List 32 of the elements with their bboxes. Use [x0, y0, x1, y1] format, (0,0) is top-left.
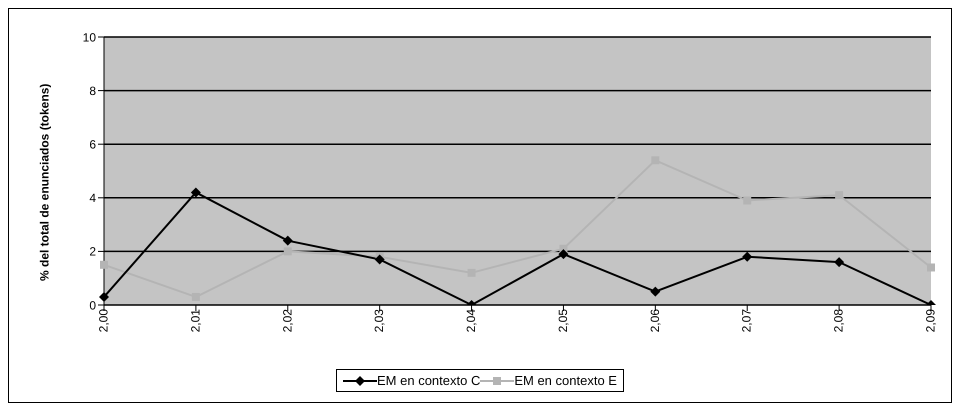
- x-tick-label: 2,04: [464, 308, 478, 332]
- x-tick-label: 2,02: [280, 308, 294, 332]
- x-tick-label: 2,01: [188, 308, 202, 332]
- point: [282, 236, 293, 246]
- y-axis-title: % del total de enunciados (tokens): [37, 84, 52, 281]
- x-tick-label: 2,03: [372, 308, 386, 332]
- x-tick-label: 2,07: [740, 308, 754, 332]
- point: [927, 263, 935, 272]
- x-tick-label: 2,05: [556, 308, 570, 332]
- y-tick-label: 6: [89, 137, 96, 152]
- point: [374, 254, 385, 264]
- point: [835, 191, 844, 200]
- point: [834, 257, 844, 268]
- x-tick-label: 2,00: [96, 308, 111, 332]
- legend-label: EM en contexto E: [514, 373, 617, 388]
- y-tick-label: 8: [89, 84, 96, 98]
- y-tick-label: 2: [89, 244, 96, 259]
- point: [284, 247, 292, 256]
- point: [742, 252, 752, 262]
- x-tick-label: 2,09: [924, 308, 938, 332]
- point: [558, 249, 568, 260]
- x-tick-label: 2,08: [832, 308, 846, 332]
- point: [100, 260, 108, 269]
- legend-label: EM en contexto C: [377, 373, 480, 388]
- x-tick-label: 2,06: [648, 308, 662, 332]
- point: [743, 196, 752, 204]
- point: [650, 286, 660, 297]
- y-tick-label: 4: [89, 191, 96, 206]
- y-tick-label: 10: [82, 30, 96, 44]
- point: [190, 187, 201, 198]
- point: [99, 292, 109, 302]
- y-tick-label: 0: [89, 298, 96, 312]
